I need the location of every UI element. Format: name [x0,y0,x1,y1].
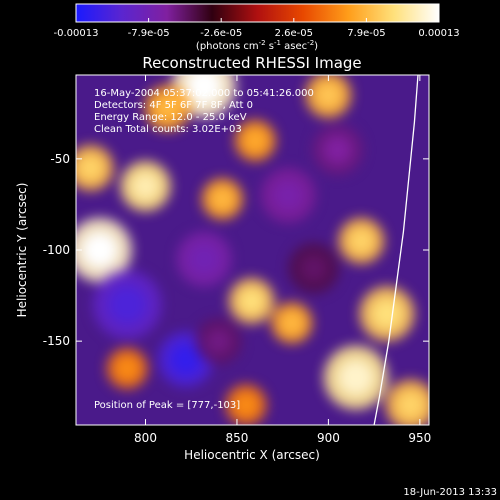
colorbar-tick-label: 2.6e-05 [275,28,313,39]
heatmap-blob-core [115,356,139,381]
colorbar-tick-label: 7.9e-05 [347,28,385,39]
colorbar [75,3,440,23]
colorbar-tick-label: -2.6e-05 [200,28,242,39]
y-tick-label: -150 [43,334,70,348]
heatmap-blob-core [77,155,104,181]
heatmap-blob-core [396,390,425,420]
colorbar-tick-label: -7.9e-05 [128,28,170,39]
annotation-line: Clean Total counts: 3.02E+03 [94,124,242,135]
colorbar-tick-label: -0.00013 [54,28,99,39]
annotation-line: Detectors: 4F 5F 6F 7F 8F, Att 0 [94,100,253,111]
heatmap-blob-core [81,232,118,268]
x-tick-label: 850 [226,431,249,445]
annotation-line: Energy Range: 12.0 - 25.0 keV [94,112,247,123]
peak-position-label: Position of Peak = [777,-103] [94,400,240,411]
heatmap-blob-core [205,328,232,354]
heatmap-blob-core [170,344,202,375]
heatmap-blob-core [348,228,375,254]
heatmap-blob-core [280,311,304,335]
heatmap-blob-core [154,95,181,121]
axis-ticks: 800 850 900 950 -50 -100 -150 [43,75,431,445]
heatmap-blob-core [243,129,267,153]
heatmap-blob-core [371,298,403,330]
heatmap-blob-core [131,172,160,201]
y-axis-label: Heliocentric Y (arcsec) [15,183,29,318]
heatmap-blob-core [188,243,220,275]
colorbar-ticks: -0.00013 -7.9e-05 -2.6e-05 2.6e-05 7.9e-05 0.… [54,18,460,39]
heatmap-blob-core [323,135,352,164]
heatmap-blob-core [108,285,147,324]
x-axis-label: Heliocentric X (arcsec) [184,448,320,462]
heatmap-blob-core [272,179,304,211]
heatmap-blob-core [299,254,328,283]
colorbar-tick-label: 0.00013 [418,28,459,39]
heatmap-blob-core [337,359,374,396]
timestamp: 18-Jun-2013 13:33 [403,487,497,498]
heatmap-blob-core [234,393,258,417]
heatmap-blob-core [238,288,265,314]
x-tick-label: 950 [408,431,431,445]
y-tick-label: -50 [50,152,70,166]
heatmap-blob-core [186,75,222,104]
heatmap-image [76,75,429,425]
y-tick-label: -100 [43,243,70,257]
colorbar-units: (photons cm-2 s-1 asec-2) [196,39,318,52]
heatmap-blob-core [315,82,342,108]
x-tick-label: 800 [134,431,157,445]
x-tick-label: 900 [317,431,340,445]
chart-title: Reconstructed RHESSI Image [142,54,361,72]
annotation-line: 16-May-2004 05:37:02.000 to 05:41:26.000 [94,88,314,99]
heatmap-blob-core [210,187,234,211]
annotations: 16-May-2004 05:37:02.000 to 05:41:26.000… [94,88,314,135]
solar-limb-line [373,75,419,425]
